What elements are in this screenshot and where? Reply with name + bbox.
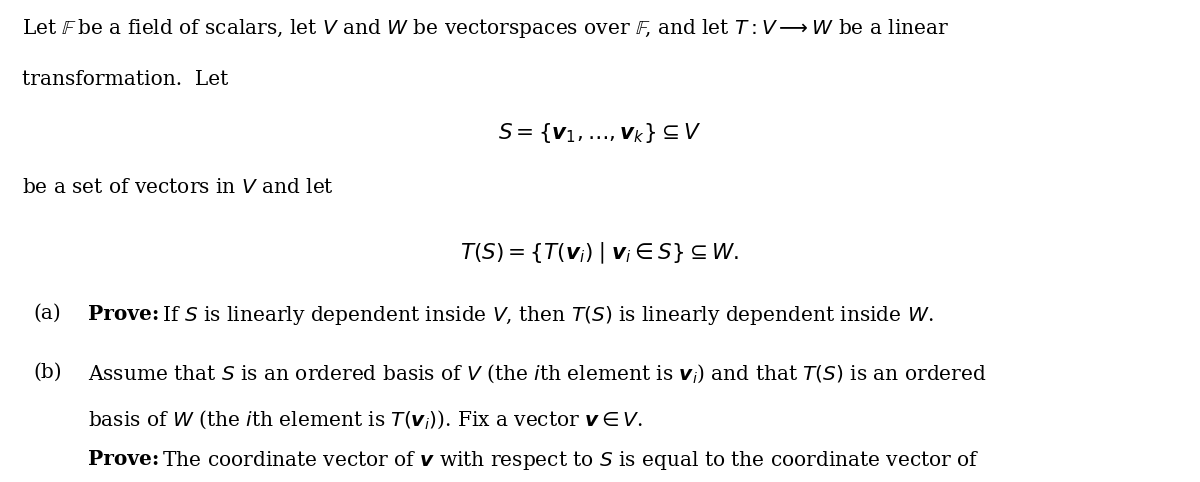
Text: transformation.  Let: transformation. Let — [22, 70, 228, 89]
Text: $T(S) = \{T(\boldsymbol{v}_i) \mid \boldsymbol{v}_i \in S\} \subseteq W.$: $T(S) = \{T(\boldsymbol{v}_i) \mid \bold… — [461, 241, 739, 267]
Text: If $S$ is linearly dependent inside $V$, then $T(S)$ is linearly dependent insid: If $S$ is linearly dependent inside $V$,… — [156, 304, 934, 327]
Text: $S = \{\boldsymbol{v}_1, \ldots, \boldsymbol{v}_k\} \subseteq V$: $S = \{\boldsymbol{v}_1, \ldots, \boldsy… — [498, 121, 702, 146]
Text: Let $\mathbb{F}$ be a field of scalars, let $V$ and $W$ be vectorspaces over $\m: Let $\mathbb{F}$ be a field of scalars, … — [22, 17, 949, 40]
Text: (a): (a) — [34, 304, 61, 322]
Text: Prove:: Prove: — [88, 449, 158, 469]
Text: Assume that $S$ is an ordered basis of $V$ (the $i$th element is $\boldsymbol{v}: Assume that $S$ is an ordered basis of $… — [88, 362, 986, 385]
Text: basis of $W$ (the $i$th element is $T(\boldsymbol{v}_i)$). Fix a vector $\boldsy: basis of $W$ (the $i$th element is $T(\b… — [88, 409, 643, 431]
Text: (b): (b) — [34, 362, 62, 381]
Text: The coordinate vector of $\boldsymbol{v}$ with respect to $S$ is equal to the co: The coordinate vector of $\boldsymbol{v}… — [156, 449, 979, 472]
Text: be a set of vectors in $V$ and let: be a set of vectors in $V$ and let — [22, 178, 334, 197]
Text: Prove:: Prove: — [88, 304, 158, 323]
